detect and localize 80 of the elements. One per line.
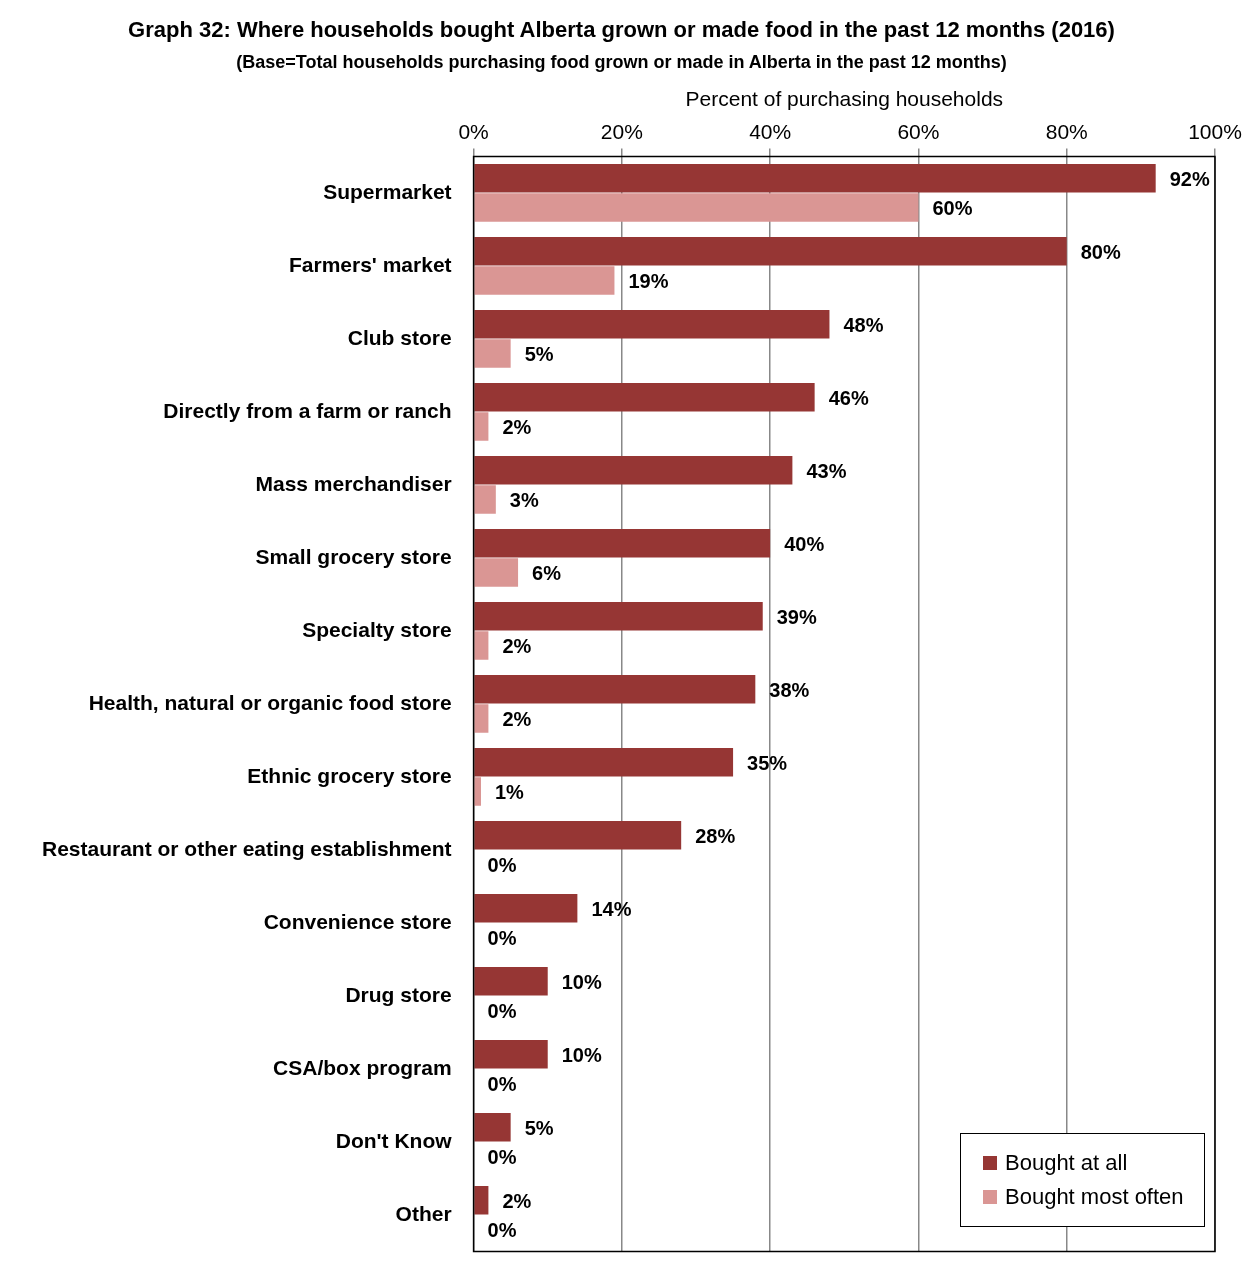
x-tick-label: 40%: [749, 119, 792, 143]
x-tick-label: 0%: [458, 119, 489, 143]
bar: [474, 601, 763, 631]
data-label: 60%: [932, 197, 973, 220]
y-tick-label: Convenience store: [263, 909, 452, 933]
bar: [474, 339, 511, 368]
chart-title: Graph 32: Where households bought Alberta grown or made food in the past 12 months (2016): [128, 17, 1115, 43]
y-tick-label: Health, natural or organic food store: [88, 690, 452, 714]
bar: [474, 631, 489, 660]
bar: [474, 455, 793, 485]
bar: [474, 747, 734, 777]
y-tick-label: Farmers' market: [288, 252, 452, 276]
bar: [474, 1112, 511, 1142]
bar: [474, 1039, 548, 1069]
y-tick-label: Drug store: [345, 982, 452, 1006]
data-label: 40%: [784, 532, 825, 555]
x-tick-label: 80%: [1045, 119, 1088, 143]
data-label: 28%: [695, 824, 736, 847]
data-label: 5%: [524, 343, 554, 366]
y-tick-label: Club store: [347, 325, 452, 349]
bar: [474, 777, 481, 806]
bar: [474, 1185, 489, 1215]
y-tick-label: CSA/box program: [273, 1055, 452, 1079]
data-label: 0%: [487, 1219, 517, 1242]
bar: [474, 266, 615, 295]
x-axis-title: Percent of purchasing households: [685, 87, 1004, 111]
legend-label: Bought most often: [1005, 1184, 1184, 1211]
y-tick-label: Specialty store: [302, 617, 452, 641]
bar: [474, 820, 682, 850]
x-tick-label: 100%: [1188, 119, 1242, 143]
data-label: 46%: [828, 386, 869, 409]
data-label: 2%: [502, 635, 532, 658]
data-label: 3%: [509, 489, 539, 512]
x-tick-label: 20%: [600, 119, 643, 143]
data-label: 39%: [776, 605, 817, 628]
x-tick-label: 60%: [897, 119, 940, 143]
bar: [474, 674, 756, 704]
bar: [474, 704, 489, 733]
bar: [474, 966, 548, 996]
data-label: 43%: [806, 459, 847, 482]
y-tick-label: Ethnic grocery store: [247, 763, 452, 787]
bar: [474, 309, 830, 339]
bar: [474, 382, 815, 412]
y-tick-label: Mass merchandiser: [255, 471, 452, 495]
data-label: 92%: [1169, 167, 1210, 190]
y-tick-label: Restaurant or other eating establishment: [41, 836, 452, 860]
data-label: 1%: [495, 781, 525, 804]
y-tick-label: Directly from a farm or ranch: [163, 398, 452, 422]
bar: [474, 163, 1156, 193]
data-label: 2%: [502, 708, 532, 731]
data-label: 0%: [487, 854, 517, 877]
bar: [474, 558, 519, 587]
data-label: 2%: [502, 1189, 532, 1212]
data-label: 10%: [561, 1043, 602, 1066]
y-tick-label: Other: [395, 1201, 452, 1225]
data-label: 48%: [843, 313, 884, 336]
y-tick-label: Small grocery store: [255, 544, 452, 568]
data-label: 2%: [502, 416, 532, 439]
bar: [474, 236, 1067, 266]
bar: [474, 485, 496, 514]
data-label: 0%: [487, 1146, 517, 1169]
bar: [474, 412, 489, 441]
bar: [474, 193, 919, 222]
data-label: 0%: [487, 1073, 517, 1096]
data-label: 5%: [524, 1116, 554, 1139]
data-label: 38%: [769, 678, 810, 701]
bar: [474, 893, 578, 923]
bar: [474, 528, 771, 558]
y-tick-label: Supermarket: [323, 179, 452, 203]
data-label: 10%: [561, 970, 602, 993]
data-label: 35%: [747, 751, 788, 774]
chart-subtitle: (Base=Total households purchasing food grown or made in Alberta in the past 12 months): [236, 52, 1007, 73]
legend-label: Bought at all: [1005, 1150, 1128, 1177]
data-label: 14%: [591, 897, 632, 920]
data-label: 80%: [1080, 240, 1121, 263]
y-tick-label: Don't Know: [335, 1128, 453, 1152]
data-label: 6%: [532, 562, 562, 585]
data-label: 19%: [628, 270, 669, 293]
data-label: 0%: [487, 927, 517, 950]
data-label: 0%: [487, 1000, 517, 1023]
